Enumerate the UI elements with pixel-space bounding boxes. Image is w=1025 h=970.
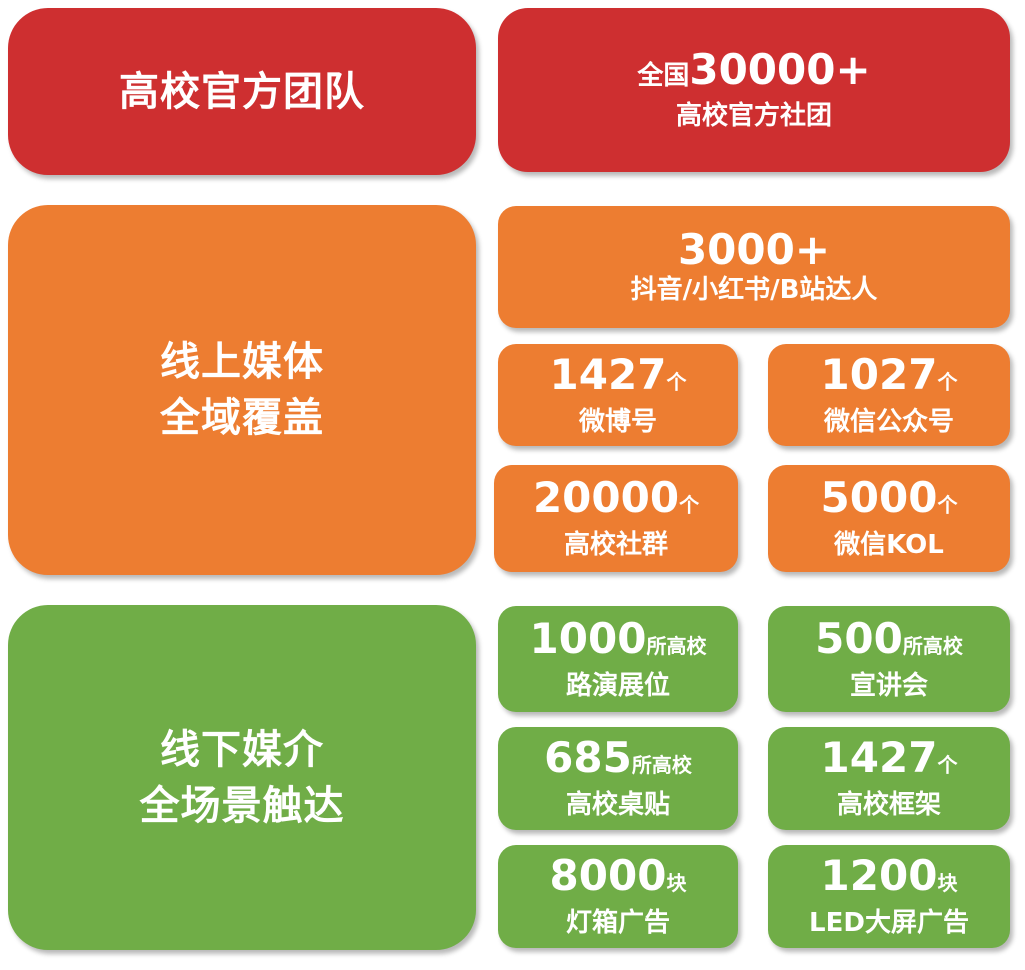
stat-label: 高校框架 xyxy=(836,790,941,820)
stat-label: 微信KOL xyxy=(834,530,944,560)
stat-label: 路演展位 xyxy=(565,670,670,701)
offline-items-stat-card: 500所高校 宣讲会 xyxy=(768,606,1010,712)
stat-number: 1027 xyxy=(820,349,938,399)
online-title-card: 线上媒体 全域覆盖 xyxy=(8,205,476,575)
stat-unit: 个 xyxy=(937,493,958,517)
stat-number: 8000 xyxy=(549,851,667,900)
online-title-line2: 全域覆盖 xyxy=(160,395,324,441)
creators-number: 3000+ xyxy=(677,225,831,274)
stat-number: 1000 xyxy=(529,613,647,663)
stat-value: 5000个 xyxy=(821,475,958,528)
stat-value: 1200块 xyxy=(821,853,958,906)
offline-title-card: 线下媒介 全场景触达 xyxy=(8,605,476,950)
offline-title-line2: 全场景触达 xyxy=(139,782,345,829)
stat-unit: 所高校 xyxy=(646,633,707,658)
stat-number: 5000 xyxy=(820,473,938,522)
stat-label: 微信公众号 xyxy=(823,406,954,437)
online-items-stat-card: 1427个 微博号 xyxy=(498,344,738,446)
stat-number: 1200 xyxy=(820,851,938,900)
stat-label: 高校桌贴 xyxy=(565,790,670,820)
team-stat-label: 高校官方社团 xyxy=(675,101,832,131)
offline-items-stat-card: 8000块 灯箱广告 xyxy=(498,845,738,948)
online-title-line1: 线上媒体 xyxy=(160,339,324,385)
stat-label: 灯箱广告 xyxy=(565,908,670,938)
stat-unit: 块 xyxy=(666,871,687,895)
offline-items-stat-card: 1200块 LED大屏广告 xyxy=(768,845,1010,948)
stat-label: 宣讲会 xyxy=(849,670,928,701)
offline-title-line1: 线下媒介 xyxy=(160,726,324,773)
offline-items-stat-card: 1000所高校 路演展位 xyxy=(498,606,738,712)
stat-unit: 个 xyxy=(666,369,687,394)
stat-value: 685所高校 xyxy=(544,735,692,788)
team-title-card: 高校官方团队 xyxy=(8,8,476,175)
stat-value: 1000所高校 xyxy=(529,613,707,669)
stat-unit: 个 xyxy=(937,753,958,777)
team-stat: 全国30000+ xyxy=(637,45,871,94)
stat-number: 500 xyxy=(815,613,903,663)
stat-unit: 个 xyxy=(679,493,700,517)
stat-value: 500所高校 xyxy=(815,613,963,669)
online-items-stat-card: 1027个 微信公众号 xyxy=(768,344,1010,446)
online-items-stat-card: 20000个 高校社群 xyxy=(494,465,738,572)
stat-label: 微博号 xyxy=(578,406,657,437)
stat-value: 20000个 xyxy=(533,475,699,528)
offline-items-stat-card: 685所高校 高校桌贴 xyxy=(498,727,738,830)
team-stat-card: 全国30000+ 高校官方社团 xyxy=(498,8,1010,172)
stat-number: 685 xyxy=(544,733,632,782)
stat-label: 高校社群 xyxy=(563,530,668,560)
stat-value: 8000块 xyxy=(550,853,687,906)
stat-unit: 块 xyxy=(937,871,958,895)
stat-label: LED大屏广告 xyxy=(809,908,969,938)
online-items-stat-card: 5000个 微信KOL xyxy=(768,465,1010,572)
creators-card: 3000+ 抖音/小红书/B站达人 xyxy=(498,206,1010,328)
stat-number: 1427 xyxy=(549,349,667,399)
team-title: 高校官方团队 xyxy=(119,68,365,115)
stat-number: 20000 xyxy=(532,473,680,522)
stat-value: 1427个 xyxy=(821,735,958,788)
stat-unit: 所高校 xyxy=(631,753,692,777)
stat-value: 1427个 xyxy=(549,349,687,405)
stat-value: 1027个 xyxy=(820,349,958,405)
stat-unit: 所高校 xyxy=(902,633,963,658)
creators-label: 抖音/小红书/B站达人 xyxy=(630,275,878,305)
stat-number: 1427 xyxy=(820,733,938,782)
stat-unit: 个 xyxy=(937,369,958,394)
offline-items-stat-card: 1427个 高校框架 xyxy=(768,727,1010,830)
